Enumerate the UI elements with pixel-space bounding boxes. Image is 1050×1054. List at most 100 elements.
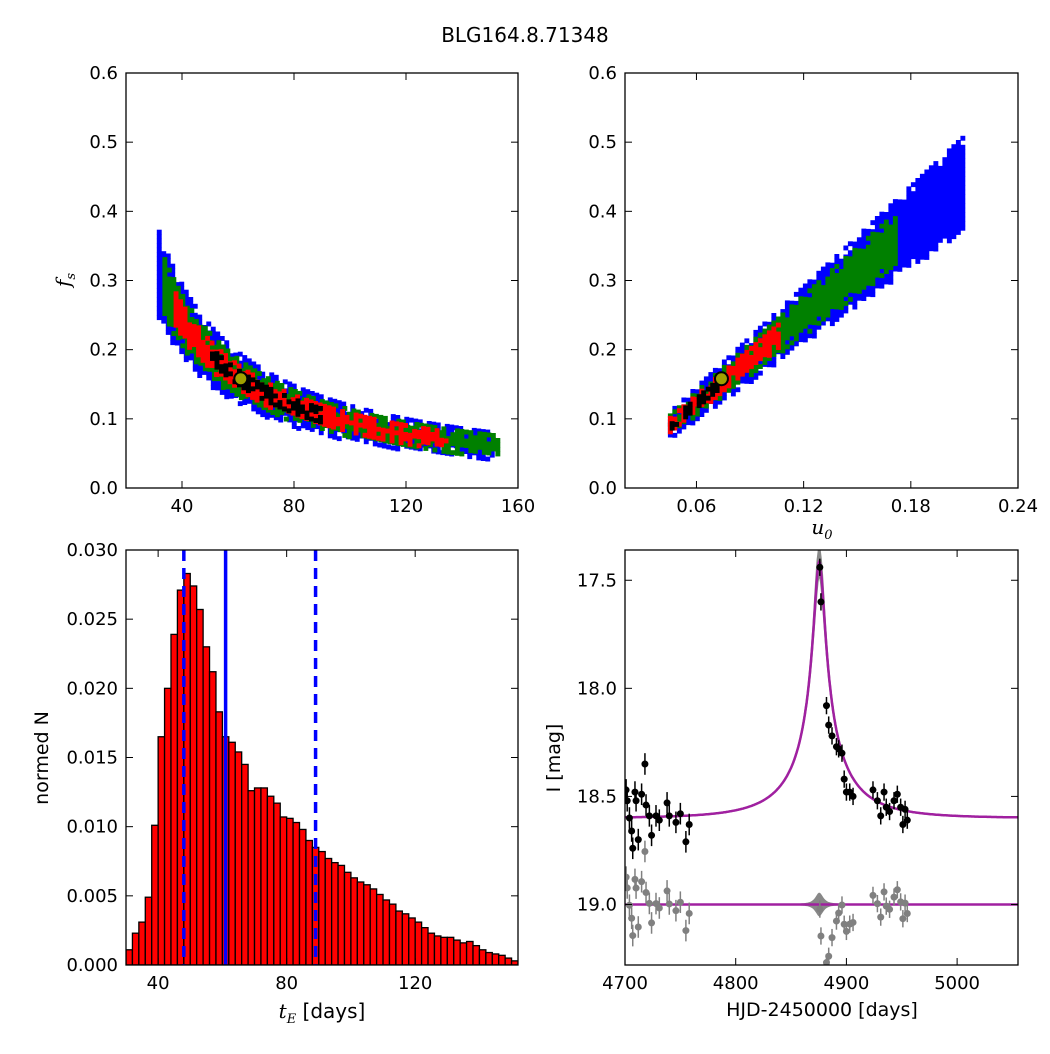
region-inner-cell xyxy=(331,411,336,416)
region-outer-cell xyxy=(906,190,912,196)
region-inner-cell xyxy=(753,351,759,356)
histogram-bar xyxy=(395,910,403,965)
region-inner-cell xyxy=(254,397,260,403)
region-outer-cell xyxy=(336,400,342,406)
region-outer-cell xyxy=(883,212,889,217)
region-inner-cell xyxy=(187,340,192,346)
region-inner-cell xyxy=(407,437,413,443)
region-inner-cell xyxy=(205,353,210,359)
region-outer-cell xyxy=(156,306,162,312)
region-outer-cell xyxy=(933,237,939,243)
region-outer-cell xyxy=(476,455,482,461)
region-inner-cell xyxy=(223,357,228,363)
data-point xyxy=(880,788,888,796)
region-inner-cell xyxy=(191,342,197,347)
region-outer-cell xyxy=(807,292,813,298)
region-mid-cell xyxy=(748,372,754,378)
region-mid-cell xyxy=(234,387,240,393)
region-core-cell xyxy=(246,374,251,380)
region-outer-cell xyxy=(919,254,925,260)
region-outer-cell xyxy=(291,419,297,425)
region-outer-cell xyxy=(933,228,939,234)
region-outer-cell xyxy=(712,399,718,405)
region-outer-cell xyxy=(888,212,894,218)
data-point xyxy=(685,821,693,829)
region-outer-cell xyxy=(156,297,162,303)
region-inner-cell xyxy=(308,413,314,418)
region-outer-cell xyxy=(156,292,162,298)
region-mid-cell xyxy=(789,317,795,323)
region-mid-cell xyxy=(694,407,700,412)
region-mid-cell xyxy=(193,354,199,360)
region-mid-cell xyxy=(400,419,406,425)
region-outer-cell xyxy=(960,185,966,191)
region-outer-cell xyxy=(816,270,822,276)
region-inner-cell xyxy=(403,423,408,428)
region-inner-cell xyxy=(762,338,768,344)
region-outer-cell xyxy=(915,245,921,251)
region-core-cell xyxy=(669,425,675,431)
region-outer-cell xyxy=(874,283,880,289)
region-mid-cell xyxy=(883,224,889,229)
region-outer-cell xyxy=(816,315,822,321)
region-mid-cell xyxy=(811,302,817,308)
region-outer-cell xyxy=(942,193,948,199)
panel-fs-vs-u0: 0.06 0.12 0.18 0.240.00.10.20.30.40.50.6u0 xyxy=(588,63,1038,543)
data-point xyxy=(825,721,833,729)
region-inner-cell xyxy=(762,347,768,353)
region-mid-cell xyxy=(820,312,826,317)
region-outer-cell xyxy=(906,240,912,246)
region-inner-cell xyxy=(753,355,759,361)
region-mid-cell xyxy=(870,240,876,246)
region-outer-cell xyxy=(910,191,916,197)
region-outer-cell xyxy=(960,180,966,186)
region-mid-cell xyxy=(211,367,217,373)
region-core-cell xyxy=(710,382,716,388)
region-outer-cell xyxy=(933,183,939,189)
region-mid-cell xyxy=(892,261,898,266)
region-outer-cell xyxy=(933,233,939,238)
region-mid-cell xyxy=(879,273,885,279)
br-xtick-label: 4700 xyxy=(602,973,648,994)
region-inner-cell xyxy=(178,312,183,318)
region-outer-cell xyxy=(937,228,943,234)
region-inner-cell xyxy=(322,412,327,418)
region-inner-cell xyxy=(182,306,188,312)
region-outer-cell xyxy=(946,175,952,181)
histogram-bar xyxy=(388,903,397,965)
region-inner-cell xyxy=(340,427,345,433)
region-outer-cell xyxy=(888,216,894,222)
region-mid-cell xyxy=(171,277,177,282)
region-outer-cell xyxy=(928,205,934,211)
region-inner-cell xyxy=(196,347,201,353)
region-core-cell xyxy=(714,383,720,389)
region-inner-cell xyxy=(672,416,678,422)
region-mid-cell xyxy=(843,278,849,284)
region-mid-cell xyxy=(834,264,840,269)
residual-point xyxy=(682,927,690,935)
region-mid-cell xyxy=(414,426,420,432)
region-outer-cell xyxy=(892,208,898,213)
region-inner-cell xyxy=(218,358,224,364)
region-mid-cell xyxy=(328,402,334,407)
histogram-bar xyxy=(363,884,371,965)
region-outer-cell xyxy=(928,214,934,220)
region-mid-cell xyxy=(193,318,199,324)
region-mid-cell xyxy=(405,429,411,435)
region-outer-cell xyxy=(314,392,320,398)
region-outer-cell xyxy=(919,187,925,193)
region-outer-cell xyxy=(183,357,189,363)
histogram-bar xyxy=(504,957,513,965)
region-outer-cell xyxy=(897,226,903,232)
region-outer-cell xyxy=(915,191,921,197)
histogram-bar xyxy=(491,953,500,965)
region-mid-cell xyxy=(874,272,880,278)
region-outer-cell xyxy=(942,229,948,235)
residual-point xyxy=(880,888,888,896)
region-inner-cell xyxy=(766,352,772,358)
region-mid-cell xyxy=(852,288,858,294)
histogram-bar xyxy=(273,802,281,965)
region-outer-cell xyxy=(924,169,930,175)
region-outer-cell xyxy=(910,222,916,228)
region-outer-cell xyxy=(933,219,939,225)
